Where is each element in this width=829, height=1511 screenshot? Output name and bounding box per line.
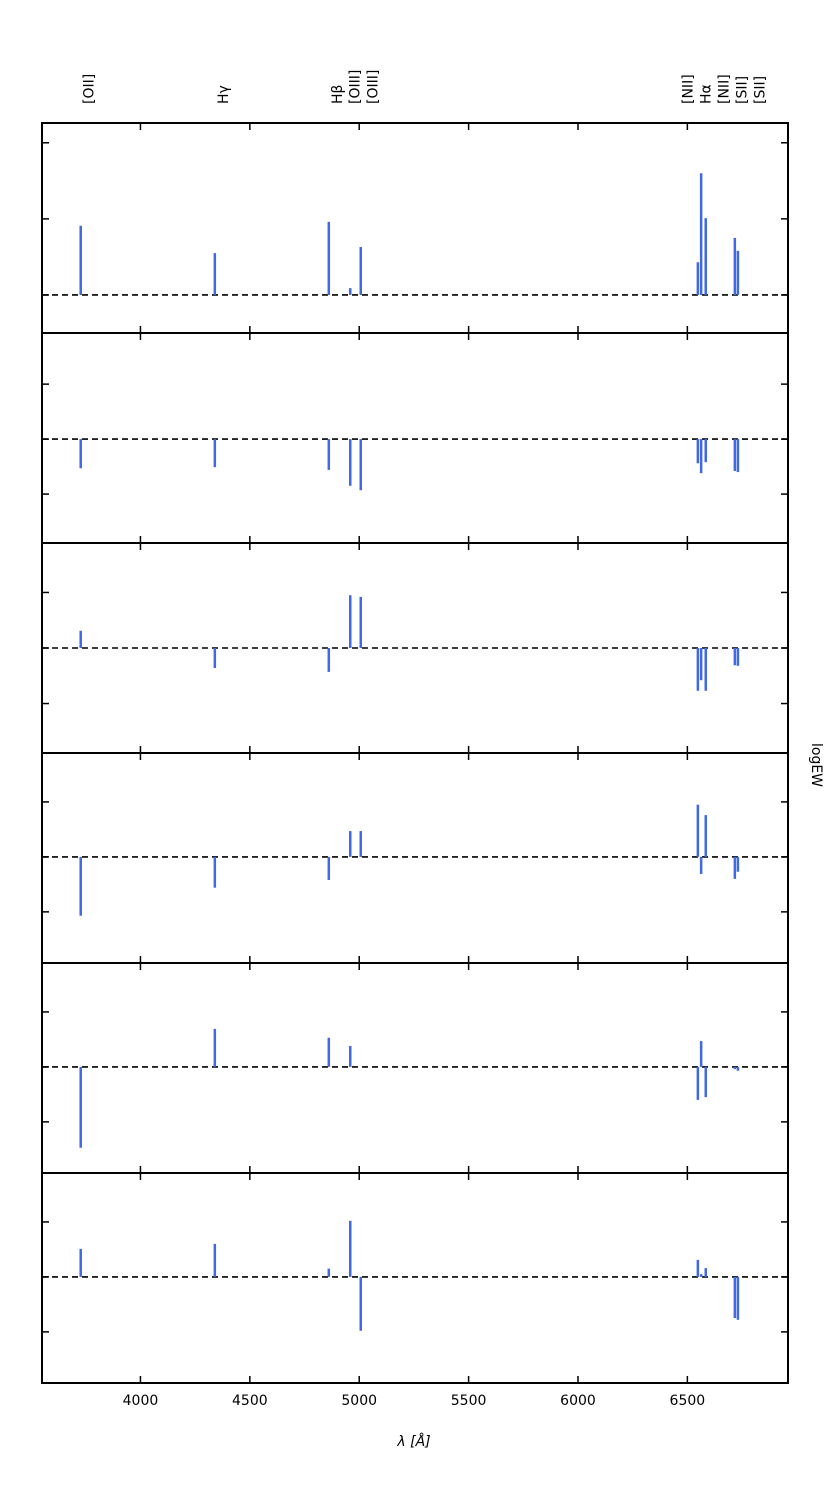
line-label: [OIII] (365, 70, 381, 104)
x-tick-label: 5000 (341, 1393, 377, 1409)
x-tick-label: 4000 (123, 1393, 159, 1409)
y-axis-label: logEW (808, 743, 824, 787)
line-label: Hα (699, 84, 715, 104)
x-tick-label: 5500 (451, 1393, 487, 1409)
x-axis-label: λ [Å] (396, 1433, 430, 1450)
line-label: [NII] (681, 74, 697, 104)
panel-frame (41, 122, 789, 334)
line-label: [SII] (735, 76, 751, 104)
x-tick-label: 6500 (670, 1393, 706, 1409)
panel-frame (41, 962, 789, 1174)
panel-frame (41, 1172, 789, 1384)
line-label: Hγ (216, 85, 232, 104)
line-label: [OIII] (347, 70, 363, 104)
line-label: [SII] (753, 76, 769, 104)
line-label: [OII] (82, 74, 98, 104)
x-tick-label: 4500 (232, 1393, 268, 1409)
x-tick-label: 6000 (560, 1393, 596, 1409)
panel-frame (41, 752, 789, 964)
line-label: Hβ (330, 85, 346, 104)
line-label: [NII] (717, 74, 733, 104)
panel-frame (41, 332, 789, 544)
